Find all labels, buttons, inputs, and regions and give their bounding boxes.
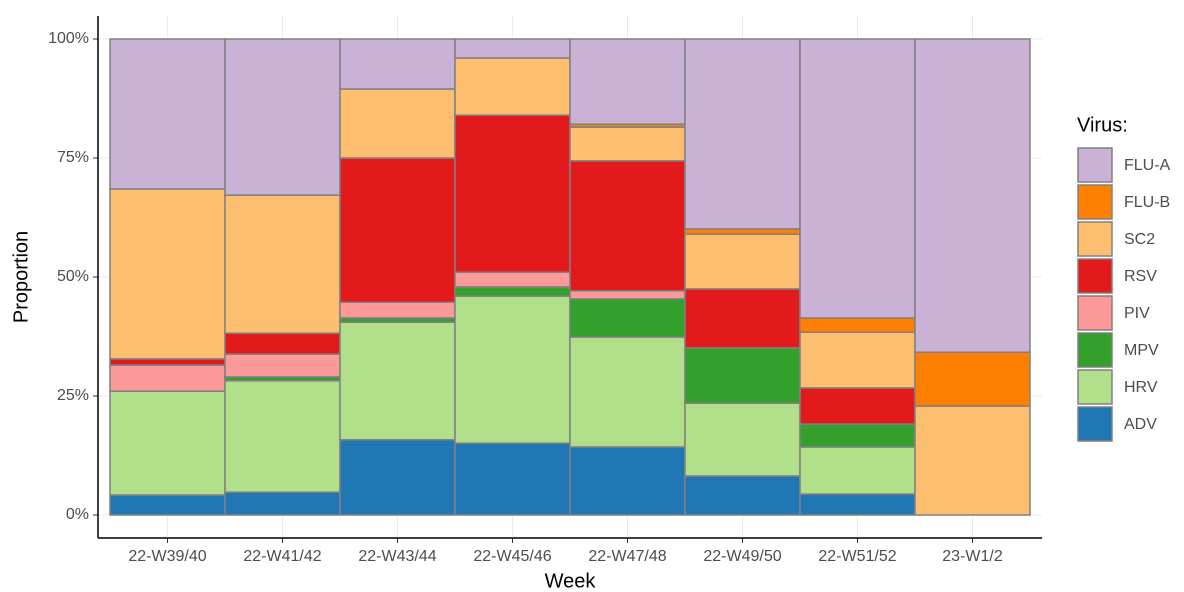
bar-segment — [914, 38, 1031, 353]
bar-segment — [799, 331, 916, 389]
bar-segment — [454, 295, 571, 444]
bar-segment — [454, 38, 571, 59]
bar-segment — [454, 271, 571, 288]
bar-segment — [569, 160, 686, 292]
bar-segment — [799, 317, 916, 333]
bar-segment — [799, 387, 916, 425]
bar-segment — [339, 157, 456, 303]
bar-segment — [454, 442, 571, 516]
y-tick-label: 50% — [57, 268, 89, 285]
y-axis-title: Proportion — [10, 231, 32, 323]
bar-segment — [109, 358, 226, 366]
x-tick-label: 23-W1/2 — [942, 548, 1003, 565]
legend-key — [1077, 221, 1113, 257]
bar-segment — [684, 233, 801, 290]
y-tick-label: 100% — [48, 30, 89, 47]
x-tick-label: 22-W45/46 — [473, 548, 551, 565]
bar-segment — [569, 126, 686, 162]
legend-label: RSV — [1124, 268, 1157, 285]
bar-segment — [569, 446, 686, 516]
bar-segment — [454, 286, 571, 297]
legend-label: SC2 — [1124, 231, 1155, 248]
x-tick-label: 22-W51/52 — [818, 548, 896, 565]
legend-label: MPV — [1124, 342, 1159, 359]
legend-label: HRV — [1124, 379, 1158, 396]
bar-segment — [799, 38, 916, 319]
bar-segment — [684, 228, 801, 235]
x-tick-label: 22-W49/50 — [703, 548, 781, 565]
x-tick-label: 22-W39/40 — [128, 548, 206, 565]
bar-segment — [109, 188, 226, 360]
bar-segment — [224, 380, 341, 493]
legend-key — [1077, 369, 1113, 405]
bar-segment — [569, 290, 686, 300]
bar-segment — [339, 301, 456, 319]
legend-key — [1077, 332, 1113, 368]
legend-key — [1077, 258, 1113, 294]
bar-segment — [684, 38, 801, 230]
bar-segment — [339, 88, 456, 159]
bar-segment — [684, 288, 801, 349]
bar-segment — [684, 347, 801, 404]
bar-segment — [339, 38, 456, 90]
bar-segment — [569, 336, 686, 448]
legend-key — [1077, 147, 1113, 183]
legend-key — [1077, 295, 1113, 331]
legend-label: PIV — [1124, 305, 1150, 322]
bar-segment — [454, 57, 571, 116]
legend-label: FLU-A — [1124, 157, 1171, 174]
x-tick-label: 22-W47/48 — [588, 548, 666, 565]
bar-segment — [339, 321, 456, 441]
y-tick-label: 25% — [57, 387, 89, 404]
bar-segment — [684, 402, 801, 477]
bar-segment — [224, 332, 341, 355]
bar-segment — [339, 439, 456, 516]
bar-segment — [109, 364, 226, 392]
bar-segment — [224, 353, 341, 378]
x-axis-title: Week — [545, 570, 597, 592]
x-tick-label: 22-W41/42 — [243, 548, 321, 565]
bar-segment — [684, 475, 801, 516]
x-tick-label: 22-W43/44 — [358, 548, 436, 565]
bar-segment — [224, 194, 341, 334]
bar-segment — [799, 423, 916, 448]
bar-segment — [224, 38, 341, 196]
bar-segment — [914, 405, 1031, 516]
legend-label: ADV — [1124, 416, 1157, 433]
bar-segment — [109, 494, 226, 516]
y-tick-label: 75% — [57, 149, 89, 166]
bar-segment — [109, 390, 226, 496]
bar-segment — [569, 38, 686, 125]
bar-segment — [799, 446, 916, 495]
legend-label: FLU-B — [1124, 194, 1170, 211]
bar-segment — [799, 493, 916, 516]
bar-segment — [569, 298, 686, 338]
legend-title: Virus: — [1077, 114, 1128, 136]
legend-key — [1077, 406, 1113, 442]
bar-segment — [224, 491, 341, 516]
bar-segment — [914, 351, 1031, 407]
legend-key — [1077, 184, 1113, 220]
bar-segment — [109, 38, 226, 190]
y-tick-label: 0% — [66, 506, 89, 523]
bar-segment — [454, 114, 571, 273]
